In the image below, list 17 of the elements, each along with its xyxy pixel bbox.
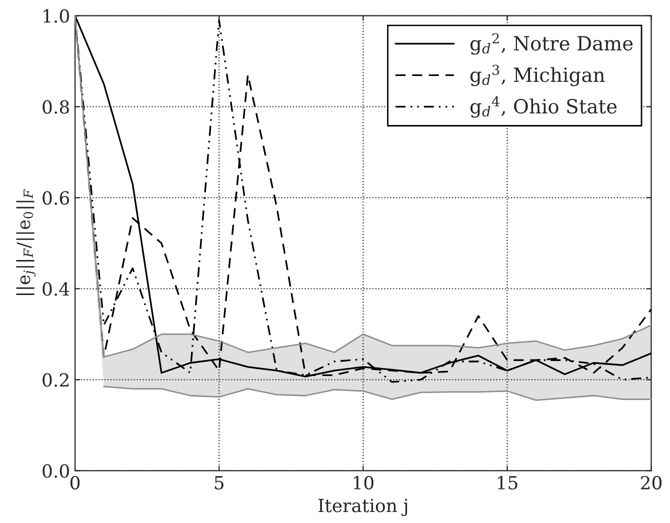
x-axis-title: Iteration j bbox=[318, 498, 408, 516]
line-series bbox=[103, 386, 652, 401]
y-tick-label: 0.8 bbox=[42, 100, 69, 114]
x-tick-label: 0 bbox=[70, 476, 80, 490]
y-tick-label: 1.0 bbox=[44, 9, 69, 23]
y-tick-label: 0.6 bbox=[42, 191, 70, 205]
y-axis-title: ||e$_{j}$||$_{F}$/||e$_{0}$||$_{F}$ bbox=[16, 189, 36, 295]
x-tick-label: 15 bbox=[498, 476, 518, 490]
y-tick-label: 0.0 bbox=[42, 464, 69, 478]
x-tick-label: 20 bbox=[640, 476, 662, 490]
x-tick-label: 10 bbox=[354, 476, 374, 490]
x-tick-label: 5 bbox=[214, 476, 224, 490]
y-tick-label: 0.4 bbox=[42, 282, 70, 296]
y-tick-label: 0.2 bbox=[42, 373, 68, 387]
legend-label: g$_{d}$$^{2}$, Notre Dame bbox=[470, 33, 633, 55]
legend-label: g$_{d}$$^{4}$, Ohio State bbox=[470, 96, 617, 118]
legend-label: g$_{d}$$^{3}$, Michigan bbox=[470, 64, 605, 86]
